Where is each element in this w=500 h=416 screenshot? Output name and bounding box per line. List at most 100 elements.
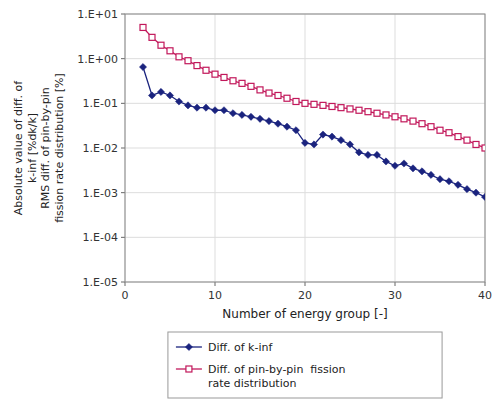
data-point xyxy=(437,127,443,133)
data-point xyxy=(472,189,479,196)
data-point xyxy=(400,160,407,167)
legend-symbol-marker xyxy=(186,366,192,372)
data-point xyxy=(157,88,164,95)
data-point xyxy=(392,114,398,120)
data-point xyxy=(176,54,182,60)
data-point xyxy=(203,67,209,73)
data-point xyxy=(464,137,470,143)
grid-line xyxy=(125,237,485,238)
data-point xyxy=(436,176,443,183)
data-point xyxy=(301,139,308,146)
y-axis-label-line: Absolute value of diff. of xyxy=(12,80,25,216)
tick-mark xyxy=(121,192,125,193)
tick-mark xyxy=(121,237,125,238)
tick-label: 1.E+01 xyxy=(77,8,118,21)
data-point xyxy=(409,165,416,172)
legend-label-line: Diff. of k-inf xyxy=(208,341,274,354)
data-point xyxy=(266,90,272,96)
legend-label-line: Diff. of pin-by-pin fission xyxy=(208,363,346,376)
data-point xyxy=(338,105,344,111)
data-point xyxy=(445,178,452,185)
legend-label: Diff. of pin-by-pin fissionrate distribu… xyxy=(208,363,346,390)
data-point xyxy=(292,127,299,134)
grid xyxy=(125,14,485,282)
data-point xyxy=(158,42,164,48)
data-point xyxy=(428,124,434,130)
tick-label: 20 xyxy=(298,289,312,302)
tick-mark xyxy=(305,282,306,286)
series-line xyxy=(143,27,485,148)
data-point xyxy=(166,92,173,99)
tick-label: 1.E-02 xyxy=(83,142,118,155)
data-point xyxy=(239,80,245,86)
data-point xyxy=(418,168,425,175)
series xyxy=(139,63,485,200)
data-point xyxy=(446,130,452,136)
data-point xyxy=(382,158,389,165)
y-axis-label-line: k-inf [%dk/k] xyxy=(26,113,39,183)
data-point xyxy=(302,100,308,106)
data-point xyxy=(328,133,335,140)
data-point xyxy=(356,107,362,113)
data-point xyxy=(202,104,209,111)
data-point xyxy=(167,48,173,54)
data-point xyxy=(275,92,281,98)
tick-label: 10 xyxy=(208,289,222,302)
data-point xyxy=(310,141,317,148)
data-point xyxy=(257,87,263,93)
data-point xyxy=(211,107,218,114)
data-point xyxy=(373,151,380,158)
legend: Diff. of k-inf Diff. of pin-by-pin fissio… xyxy=(168,332,442,398)
legend-label-line: rate distribution xyxy=(208,377,297,390)
tick-label: 1.E-05 xyxy=(83,276,118,289)
data-point xyxy=(374,110,380,116)
plot-area xyxy=(125,14,485,282)
tick-label: 1.E-03 xyxy=(83,187,118,200)
data-point xyxy=(149,34,155,40)
series-line xyxy=(143,67,485,197)
y-axis-label: Absolute value of diff. ofk-inf [%dk/k]R… xyxy=(12,73,66,223)
data-point xyxy=(337,137,344,144)
data-point xyxy=(238,111,245,118)
plot-frame xyxy=(125,14,485,282)
tick-mark xyxy=(121,58,125,59)
data-point xyxy=(311,101,317,107)
data-point xyxy=(221,74,227,80)
grid-line xyxy=(125,192,485,193)
tick-label: 0 xyxy=(122,289,129,302)
data-point xyxy=(482,145,485,151)
tick-label: 30 xyxy=(388,289,402,302)
data-point xyxy=(212,71,218,77)
tick-mark xyxy=(121,148,125,149)
data-point xyxy=(194,63,200,69)
data-point xyxy=(247,113,254,120)
data-point xyxy=(383,112,389,118)
data-point xyxy=(283,123,290,130)
x-axis-label: Number of energy group [-] xyxy=(222,307,387,321)
series xyxy=(140,24,485,151)
tick-mark xyxy=(125,282,126,286)
data-point xyxy=(175,98,182,105)
chart: 0 10 20 30 40 1.E-05 1.E-04 1.E-03 1.E-02 1.E-01 1… xyxy=(0,0,500,416)
data-layer xyxy=(139,24,485,200)
legend-box xyxy=(168,332,442,398)
data-point xyxy=(148,92,155,99)
legend-label: Diff. of k-inf xyxy=(208,341,274,354)
data-point xyxy=(140,24,146,30)
y-axis-label-line: RMS diff. of pin-by-pin xyxy=(39,87,52,209)
grid-line xyxy=(125,148,485,149)
data-point xyxy=(391,162,398,169)
data-point xyxy=(455,134,461,140)
data-point xyxy=(229,110,236,117)
data-point xyxy=(427,171,434,178)
tick-mark xyxy=(121,282,125,283)
tick-mark xyxy=(121,14,125,15)
data-point xyxy=(193,104,200,111)
data-point xyxy=(481,193,485,200)
data-point xyxy=(284,95,290,101)
legend-symbol-marker xyxy=(185,343,192,350)
tick-label: 1.E-01 xyxy=(83,97,118,110)
tick-label: 40 xyxy=(478,289,492,302)
tick-label: 1.E-04 xyxy=(83,231,118,244)
y-axis-label-line: fission rate distribution [%] xyxy=(53,73,66,223)
